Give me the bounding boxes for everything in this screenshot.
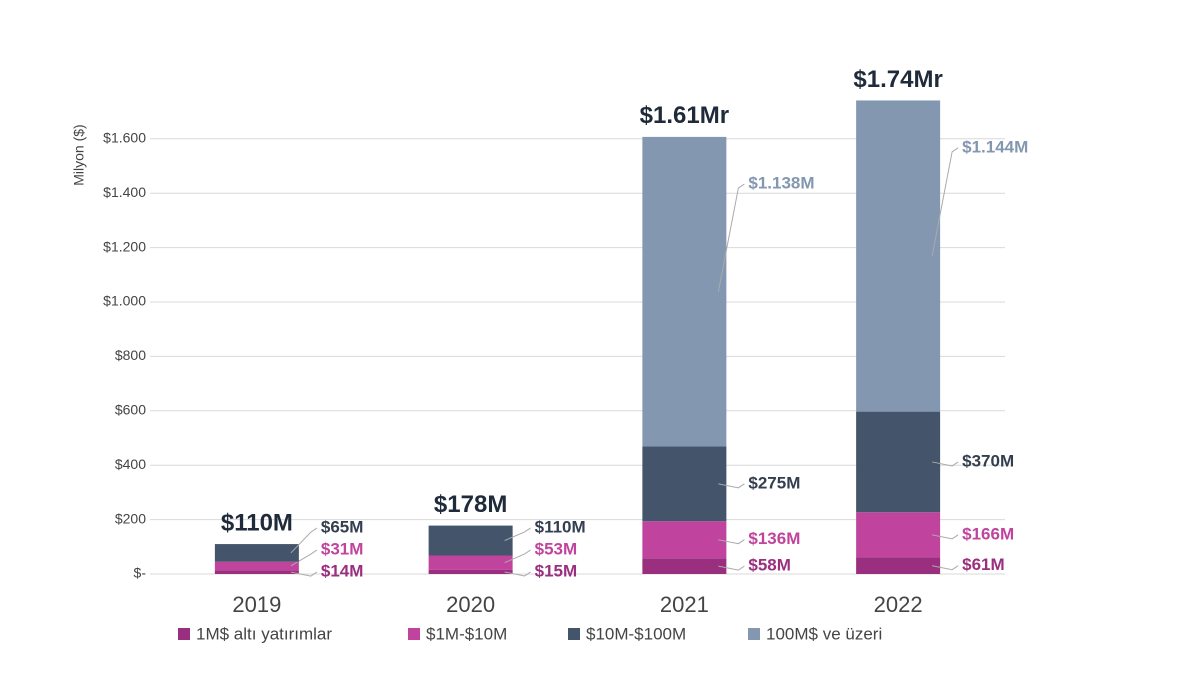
legend-swatch — [178, 628, 190, 640]
y-tick-label: $800 — [115, 347, 146, 363]
value-label: $1.144M — [962, 137, 1028, 156]
leader-line — [932, 461, 959, 467]
total-label: $1.74Mr — [853, 66, 942, 93]
value-label: $65M — [321, 518, 364, 537]
bar-segment — [428, 555, 513, 570]
bar-segment — [214, 561, 299, 571]
value-label: $136M — [748, 529, 800, 548]
legend-label: $1M-$10M — [426, 624, 507, 643]
value-label: $31M — [321, 540, 364, 559]
legend-swatch — [568, 628, 580, 640]
bar-segment — [856, 100, 941, 412]
value-label: $110M — [535, 517, 586, 536]
y-tick-label: $1.200 — [103, 238, 146, 254]
bar-segment — [856, 411, 941, 513]
value-label: $58M — [748, 556, 791, 575]
y-axis-title: Milyon ($) — [71, 124, 87, 185]
y-tick-label: $600 — [115, 402, 146, 418]
leader-line — [290, 527, 318, 554]
value-label: $14M — [321, 562, 364, 581]
value-label: $53M — [535, 539, 578, 558]
bar-segment — [642, 521, 727, 559]
x-tick-label: 2021 — [660, 592, 709, 617]
leader-line — [717, 183, 745, 292]
bar-segment — [642, 446, 727, 522]
bar-segment — [428, 569, 513, 574]
legend-label: 1M$ altı yatırımlar — [196, 624, 332, 643]
y-tick-label: $1.600 — [103, 130, 146, 146]
leader-line — [931, 147, 959, 257]
y-tick-label: $1.400 — [103, 184, 146, 200]
leader-line — [290, 571, 318, 577]
bar-segment — [428, 525, 513, 556]
bar-segment — [856, 557, 941, 574]
legend-label: 100M$ ve üzeri — [766, 624, 882, 643]
bar-segment — [214, 544, 299, 562]
leader-line — [504, 527, 531, 542]
value-label: $15M — [535, 561, 578, 580]
legend-swatch — [748, 628, 760, 640]
total-label: $1.61Mr — [640, 102, 729, 129]
leader-line — [504, 549, 531, 564]
leader-line — [932, 565, 959, 571]
y-tick-label: $- — [134, 565, 147, 581]
value-label: $1.138M — [748, 174, 814, 193]
x-tick-label: 2020 — [446, 592, 495, 617]
bar-segment — [642, 136, 727, 447]
y-tick-label: $1.000 — [103, 293, 146, 309]
value-label: $275M — [748, 473, 800, 492]
value-label: $61M — [962, 555, 1005, 574]
total-label: $110M — [221, 509, 293, 536]
x-tick-label: 2019 — [232, 592, 281, 617]
leader-line — [718, 565, 745, 571]
leader-line — [718, 539, 745, 545]
bar-segment — [856, 512, 941, 558]
value-label: $370M — [962, 451, 1014, 470]
bar-segment — [642, 558, 727, 574]
y-tick-label: $200 — [115, 510, 146, 526]
legend-swatch — [408, 628, 420, 640]
y-tick-label: $400 — [115, 456, 146, 472]
leader-line — [504, 571, 531, 577]
leader-line — [718, 483, 745, 489]
x-tick-label: 2022 — [874, 592, 923, 617]
leader-line — [932, 534, 959, 540]
total-label: $178M — [434, 491, 507, 518]
leader-line — [290, 549, 318, 567]
value-label: $166M — [962, 524, 1014, 543]
bar-segment — [214, 570, 299, 574]
legend-label: $10M-$100M — [586, 624, 686, 643]
